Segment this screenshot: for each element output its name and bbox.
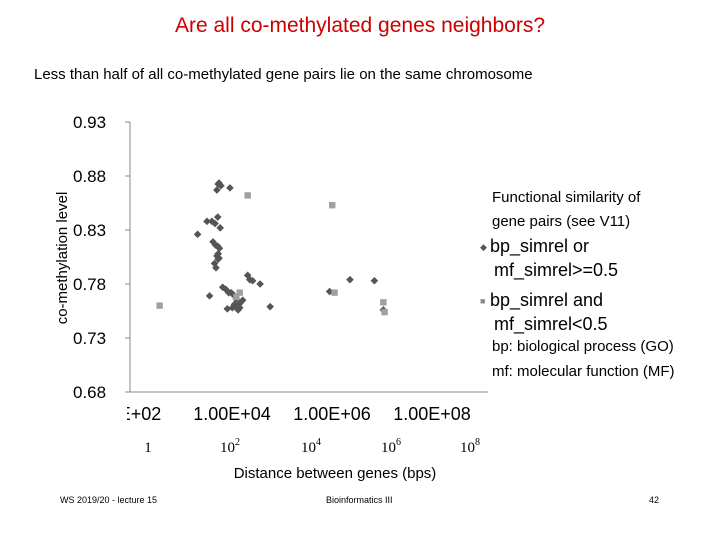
footer-left: WS 2019/20 - lecture 15: [60, 495, 158, 505]
legend-title-line1: Functional similarity of: [492, 189, 641, 206]
data-points: [156, 179, 388, 316]
x-tick-label-sci: 1.00E+06: [293, 404, 371, 424]
data-point-diamond: [235, 303, 244, 312]
footer-center: Bioinformatics III: [326, 495, 393, 505]
footer-page-number: 42: [649, 495, 660, 505]
x-tick-label-sci: 1.00E+04: [193, 404, 271, 424]
legend-item-square: ■ bp_simrel and mf_simrel<0.5: [480, 288, 608, 336]
data-point-diamond: [248, 276, 257, 285]
data-point-diamond: [243, 271, 252, 280]
axis-labels: 0.93 0.88 0.83 0.78 0.73 0.68 co-methylation l…: [0, 113, 480, 482]
legend-note-mf: mf: molecular function (MF): [492, 363, 675, 380]
data-point-diamond: [214, 249, 222, 258]
x-tick-label-pow: 108: [460, 437, 480, 456]
data-point-diamond: [223, 305, 232, 313]
diamond-marker-icon: ◆: [480, 242, 487, 253]
data-point-square: [331, 289, 338, 296]
y-tick-label: 0.93: [73, 113, 106, 132]
data-point-square: [156, 302, 163, 309]
data-point-diamond: [214, 255, 222, 263]
data-point-diamond: [346, 275, 354, 284]
label-mask: [0, 402, 127, 426]
y-tick-label: 0.68: [73, 383, 106, 402]
data-point-diamond: [216, 224, 224, 232]
data-point-diamond: [266, 302, 274, 311]
x-tick-label-pow: 104: [301, 437, 321, 456]
data-point-square: [381, 308, 388, 316]
legend-item-label: bp_simrel and: [490, 290, 604, 310]
data-point-diamond: [212, 264, 220, 272]
data-point-square: [233, 293, 240, 301]
y-tick-label: 0.83: [73, 221, 106, 240]
legend-note-bp: bp: biological process (GO): [492, 338, 674, 355]
data-point-diamond: [203, 217, 211, 226]
data-point-diamond: [213, 242, 222, 250]
y-tick-label: 0.78: [73, 275, 106, 294]
legend-title-line2: gene pairs (see V11): [492, 213, 631, 230]
y-tick-label: 0.73: [73, 329, 106, 348]
square-marker-icon: ■: [480, 296, 486, 307]
x-tick-label-pow: 1: [144, 440, 152, 456]
data-point-diamond: [234, 306, 242, 314]
data-point-diamond: [217, 181, 225, 190]
data-point-diamond: [222, 285, 230, 294]
legend-item-label: mf_simrel<0.5: [494, 314, 608, 334]
data-point-diamond: [228, 303, 237, 312]
data-point-diamond: [211, 219, 219, 228]
data-point-diamond: [226, 184, 234, 192]
legend-item-label: mf_simrel>=0.5: [494, 260, 619, 280]
y-tick-label: 0.88: [73, 167, 106, 186]
data-point-square: [329, 201, 336, 209]
x-tick-label-sci: 1.00E+08: [393, 404, 471, 424]
legend-title: Functional similarity of gene pairs (see…: [492, 186, 640, 234]
data-point-diamond: [213, 186, 221, 194]
data-point-diamond: [256, 280, 264, 288]
data-point-diamond: [230, 300, 239, 309]
legend-item-diamond: ◆ bp_simrel or mf_simrel>=0.5: [480, 234, 618, 282]
data-point-diamond: [218, 283, 227, 292]
x-tick-label-sci: E+02: [119, 404, 162, 424]
x-tick-label-pow: 102: [220, 437, 240, 456]
data-point-diamond: [370, 276, 379, 285]
data-point-square: [380, 299, 387, 306]
data-point-diamond: [215, 244, 224, 253]
data-point-diamond: [213, 213, 222, 221]
slide-title: Are all co-methylated genes neighbors?: [174, 14, 546, 37]
slide-subtitle: Less than half of all co-methylated gene…: [34, 66, 533, 83]
data-point-diamond: [227, 288, 235, 297]
chart-axes: [125, 121, 488, 393]
data-point-diamond: [193, 230, 202, 239]
data-point-diamond: [238, 296, 247, 304]
x-tick-label-pow: 106: [381, 437, 401, 456]
data-point-square: [236, 289, 243, 296]
x-axis-title: Distance between genes (bps): [234, 465, 437, 482]
y-axis-title: co-methylation level: [54, 192, 71, 325]
data-point-diamond: [245, 275, 254, 284]
data-point-square: [244, 192, 251, 199]
legend-item-label: bp_simrel or: [490, 236, 590, 256]
data-point-diamond: [215, 179, 223, 187]
data-point-diamond: [205, 292, 214, 300]
